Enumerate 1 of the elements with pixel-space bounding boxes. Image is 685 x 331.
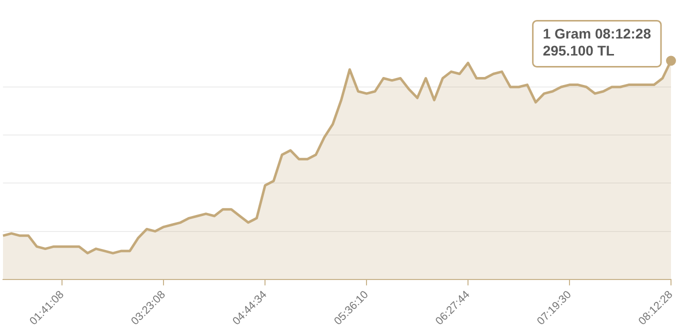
annotation: 1 Gram 08:12:28 295.100 TL <box>542 26 652 59</box>
